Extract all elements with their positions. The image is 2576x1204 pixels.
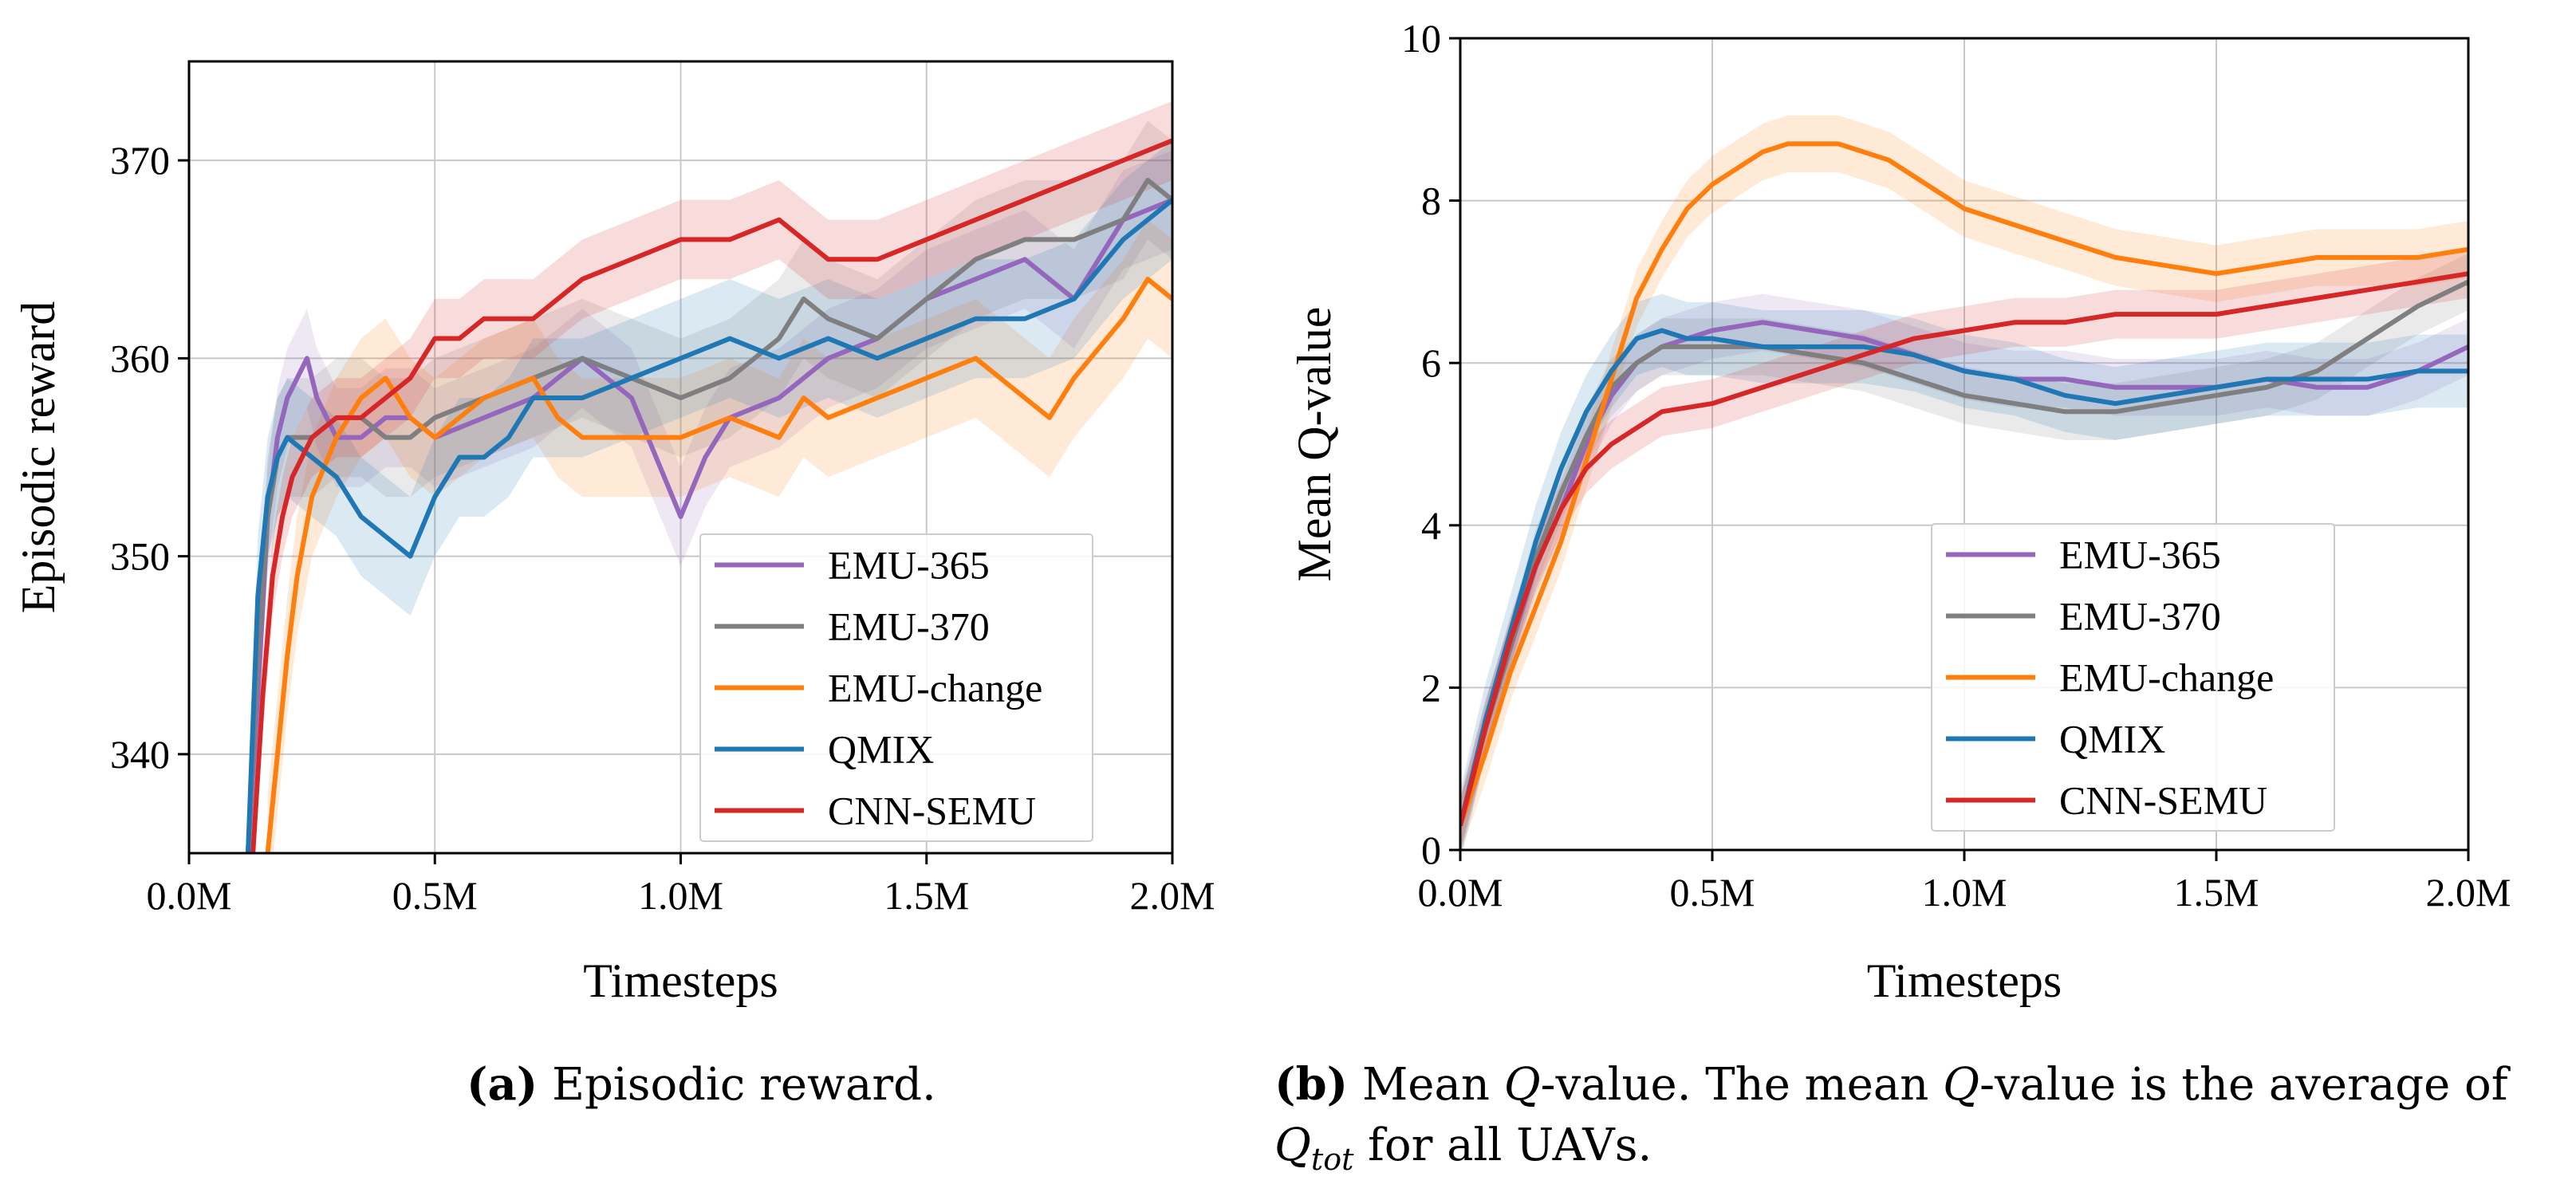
legend-label-emu-change: EMU-change [828,666,1042,710]
legend-box [699,533,1093,842]
y-tick-label: 6 [1421,340,1441,385]
caption-a: (a) Episodic reward. [467,1054,936,1115]
series-band-emu-370 [247,120,1172,853]
x-tick-label: 1.0M [638,873,723,918]
series-line-emu-370 [1460,279,2468,827]
legend-label-emu-365: EMU-365 [2059,533,2221,577]
legend-label-cnn-semu: CNN-SEMU [828,789,1036,833]
x-axis-label: Timesteps [583,954,778,1007]
caption-b-text-4: for all UAVs. [1353,1119,1652,1171]
series-band-cnn-semu [253,100,1172,853]
x-tick-label: 0.5M [392,873,478,918]
caption-b-q-symbol-1: Q [1503,1059,1541,1111]
y-tick-label: 340 [110,732,170,777]
plot-area [245,100,1172,853]
plot-area [1460,115,2468,850]
y-tick-label: 10 [1401,16,1441,61]
y-axis-label: Mean Q-value [1288,307,1341,582]
series-band-cnn-semu [1460,249,2468,850]
x-tick-label: 0.0M [147,873,232,918]
x-tick-label: 0.0M [1418,870,1503,915]
y-tick-label: 350 [110,534,170,579]
chart-panel-b: 0.0M 0.5M 1.0M 1.5M 2.0M 0 2 4 6 8 10 Timesteps Mean… [1288,16,2511,1007]
legend-label-emu-change: EMU-change [2059,655,2274,700]
caption-a-text: Episodic reward. [538,1059,936,1111]
series-line-emu-change [265,277,1172,853]
y-tick-label: 4 [1421,503,1441,548]
x-tick-label: 2.0M [1130,873,1215,918]
series-line-emu-change [1460,141,2468,827]
series-line-cnn-semu [1460,271,2468,827]
series-line-cnn-semu [250,138,1172,853]
legend-label-qmix: QMIX [2059,717,2165,761]
legend-label-emu-370: EMU-370 [2059,594,2221,639]
x-tick-label: 2.0M [2426,870,2511,915]
series-band-emu-change [1460,115,2468,850]
y-tick-label: 0 [1421,828,1441,872]
series-band-emu-370 [1460,253,2468,850]
y-tick-label: 370 [110,138,170,183]
series-band-emu-change [267,219,1172,853]
series-line-emu-365 [245,197,1172,853]
series-line-qmix [1460,328,2468,827]
caption-b-text-2: -value. The mean [1540,1059,1944,1111]
legend-label-qmix: QMIX [828,727,934,772]
caption-b: (b) Mean Q-value. The mean Q-value is th… [1274,1054,2566,1190]
x-axis-label: Timesteps [1867,954,2062,1007]
series-band-emu-365 [247,150,1172,853]
caption-b-qtot-subscript: tot [1310,1142,1354,1178]
series-line-qmix [245,198,1172,853]
x-tick-label: 1.0M [1922,870,2007,915]
y-tick-label: 360 [110,336,170,380]
caption-b-text-1: Mean [1348,1059,1504,1111]
caption-b-qtot-symbol: Q [1274,1119,1311,1171]
x-tick-label: 1.5M [2174,870,2259,915]
x-tick-label: 0.5M [1670,870,1755,915]
series-line-emu-370 [245,177,1172,853]
caption-b-q-symbol-2: Q [1943,1059,1980,1111]
y-tick-label: 8 [1421,179,1441,223]
x-tick-label: 1.5M [884,873,969,918]
caption-b-label: (b) [1274,1058,1349,1111]
chart-panel-a: 0.0M 0.5M 1.0M 1.5M 2.0M 340 350 360 370 Timestep… [12,60,1215,1007]
caption-a-label: (a) [467,1058,538,1111]
legend-label-cnn-semu: CNN-SEMU [2059,778,2267,823]
legend-box [1931,523,2335,832]
y-tick-label: 2 [1421,665,1441,710]
y-axis-label: Episodic reward [12,301,65,614]
caption-b-text-3: -value is the average of [1979,1059,2508,1111]
series-band-qmix [1460,293,2468,850]
legend: EMU-365 EMU-370 EMU-change QMIX CNN-SEMU [699,533,1093,842]
legend: EMU-365 EMU-370 EMU-change QMIX CNN-SEMU [1931,523,2335,832]
legend-label-emu-370: EMU-370 [828,604,990,649]
series-band-qmix [247,140,1172,853]
legend-label-emu-365: EMU-365 [828,543,990,588]
